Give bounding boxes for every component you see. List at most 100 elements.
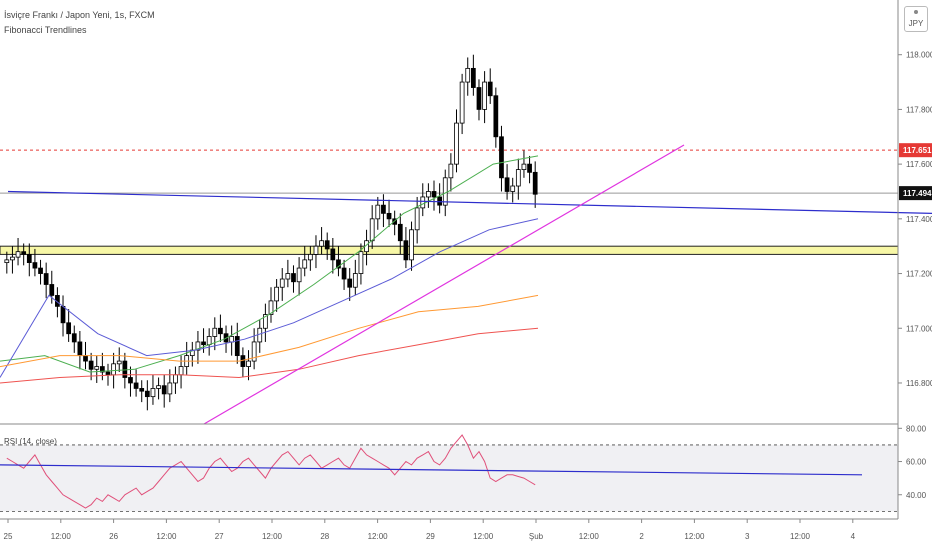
candle[interactable] — [302, 246, 308, 277]
candle[interactable] — [38, 259, 43, 285]
candle[interactable] — [296, 257, 302, 296]
candle[interactable] — [43, 262, 49, 299]
candle[interactable] — [431, 180, 437, 211]
candle[interactable] — [15, 237, 21, 266]
trendline-blue[interactable] — [7, 190, 932, 214]
candle[interactable] — [313, 235, 319, 269]
candle[interactable] — [274, 279, 279, 312]
candle-body — [263, 314, 268, 329]
candle[interactable] — [234, 322, 240, 364]
candle[interactable] — [246, 350, 251, 381]
candle[interactable] — [105, 363, 111, 386]
candle[interactable] — [448, 153, 454, 192]
candle[interactable] — [144, 380, 150, 411]
candle[interactable] — [116, 347, 122, 373]
candle[interactable] — [133, 369, 139, 397]
candle[interactable] — [10, 246, 15, 274]
candle[interactable] — [515, 158, 521, 200]
candle[interactable] — [26, 243, 32, 277]
currency-badge[interactable]: JPY — [904, 6, 928, 32]
candle[interactable] — [218, 314, 223, 342]
candle[interactable] — [336, 246, 341, 277]
ma-line[interactable] — [0, 294, 539, 368]
candle[interactable] — [510, 177, 516, 203]
candle-body — [493, 95, 499, 138]
ma-line[interactable] — [0, 155, 539, 373]
candle[interactable] — [139, 380, 145, 403]
candle[interactable] — [94, 355, 100, 383]
candle[interactable] — [381, 194, 386, 228]
candle[interactable] — [71, 325, 77, 353]
candle[interactable] — [409, 221, 414, 271]
candle[interactable] — [212, 317, 218, 351]
candle[interactable] — [426, 183, 431, 208]
candle-body — [229, 336, 235, 343]
candle[interactable] — [268, 287, 274, 323]
rsi-trendline[interactable] — [0, 464, 863, 476]
candle[interactable] — [476, 79, 482, 121]
y-tick-label: 118.000 — [906, 51, 932, 60]
ma-line[interactable] — [0, 327, 539, 384]
candle[interactable] — [150, 374, 156, 405]
candle-body — [296, 267, 302, 283]
candle[interactable] — [21, 243, 27, 266]
candle[interactable] — [414, 196, 420, 244]
candle-body — [218, 327, 223, 335]
candle[interactable] — [324, 232, 330, 260]
rsi-pane[interactable]: RSI (14, close) — [0, 434, 898, 512]
candle[interactable] — [32, 248, 38, 277]
candle[interactable] — [66, 309, 72, 342]
candle[interactable] — [465, 57, 471, 96]
candle[interactable] — [307, 246, 313, 271]
candle[interactable] — [352, 259, 358, 296]
candle[interactable] — [291, 265, 296, 293]
axes: 118.000 117.800 117.600 117.400 117.200 117.0… — [0, 0, 932, 541]
candle[interactable] — [527, 155, 532, 184]
candle[interactable] — [285, 259, 291, 288]
candle[interactable] — [375, 196, 381, 230]
candle[interactable] — [403, 227, 409, 269]
candle[interactable] — [459, 73, 465, 135]
candle-body — [386, 212, 392, 220]
candle[interactable] — [499, 125, 504, 192]
candle[interactable] — [341, 259, 347, 290]
candle[interactable] — [504, 164, 510, 200]
candle-body — [397, 223, 403, 242]
x-tick-label: 2 — [639, 532, 644, 541]
candle-body — [10, 256, 15, 261]
candle[interactable] — [319, 227, 324, 255]
candle-body — [173, 374, 178, 384]
candle[interactable] — [482, 71, 487, 124]
candle-body — [414, 207, 420, 231]
candle[interactable] — [330, 237, 336, 274]
candle[interactable] — [4, 251, 10, 274]
ma-line[interactable] — [0, 218, 539, 378]
candle[interactable] — [161, 374, 167, 408]
candle[interactable] — [521, 150, 527, 178]
candle[interactable] — [251, 328, 257, 370]
candle[interactable] — [470, 54, 476, 96]
candle[interactable] — [487, 68, 493, 104]
candle[interactable] — [493, 87, 499, 148]
main-pane[interactable] — [0, 54, 932, 425]
candle[interactable] — [454, 109, 459, 173]
candle-body — [285, 273, 291, 280]
candle[interactable] — [386, 199, 392, 228]
candle-body — [504, 177, 510, 192]
candle[interactable] — [397, 213, 403, 255]
candle[interactable] — [195, 330, 201, 364]
candle[interactable] — [532, 161, 538, 208]
candle-body — [15, 251, 21, 258]
candle[interactable] — [420, 183, 426, 217]
candle[interactable] — [347, 268, 353, 301]
candle[interactable] — [128, 366, 133, 397]
trendline-magenta[interactable] — [203, 144, 685, 425]
candle-body — [251, 341, 257, 362]
candle[interactable] — [156, 377, 161, 400]
candle[interactable] — [263, 303, 268, 342]
candle[interactable] — [279, 268, 285, 301]
candle[interactable] — [437, 183, 442, 214]
candle-body — [465, 67, 471, 83]
